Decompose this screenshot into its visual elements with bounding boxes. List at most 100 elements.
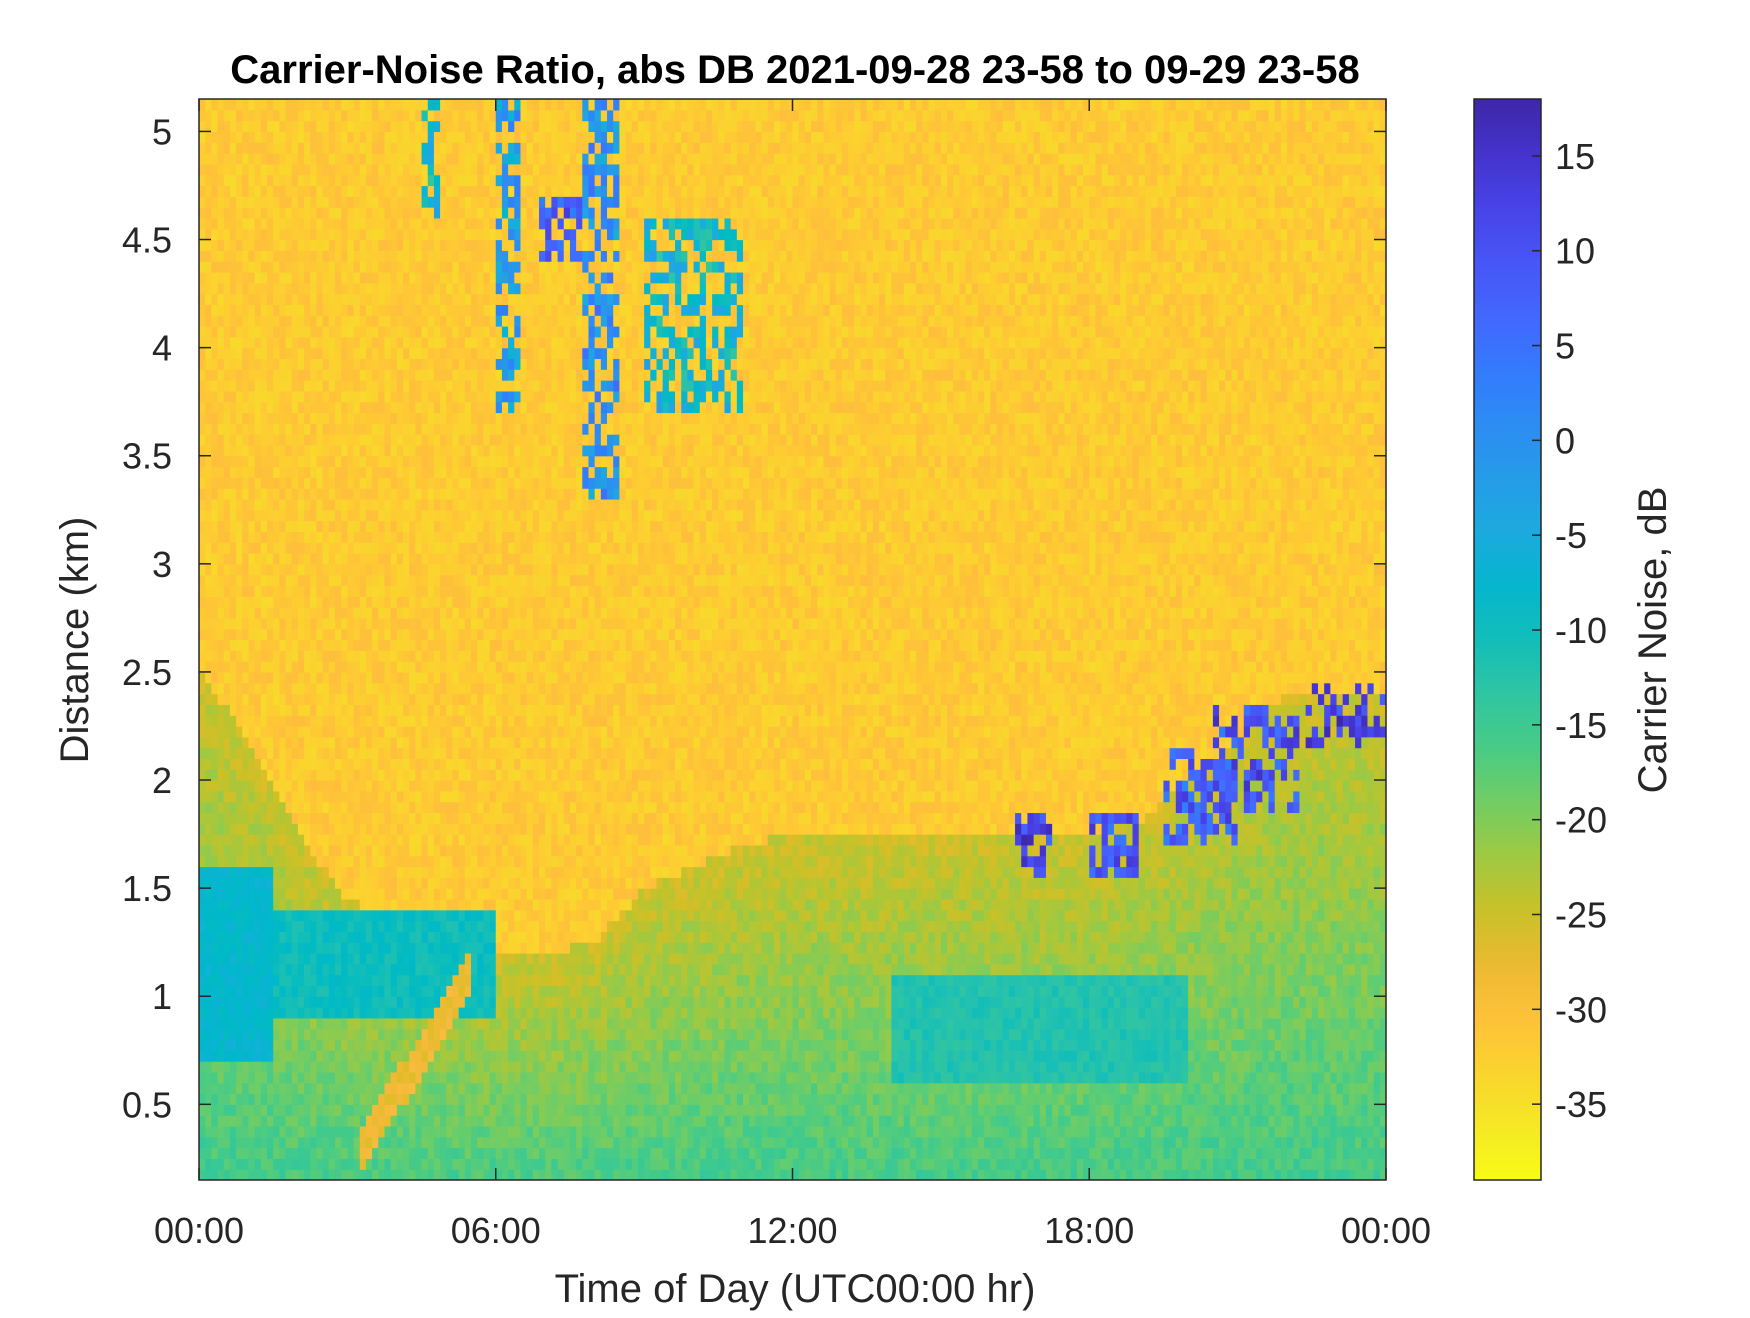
heatmap-cell (218, 704, 225, 715)
heatmap-cell (292, 283, 299, 294)
heatmap-cell (384, 953, 391, 964)
heatmap-cell (242, 1050, 249, 1061)
heatmap-cell (465, 758, 472, 769)
heatmap-cell (298, 1126, 305, 1137)
heatmap-cell (279, 337, 286, 348)
heatmap-cell (391, 910, 398, 921)
heatmap-cell (397, 694, 404, 705)
heatmap-cell (372, 1061, 379, 1072)
heatmap-cell (310, 369, 317, 380)
heatmap-cell (465, 131, 472, 142)
heatmap-cell (490, 985, 497, 996)
heatmap-cell (335, 110, 342, 121)
heatmap-cell (496, 823, 503, 834)
heatmap-cell (304, 607, 311, 618)
heatmap-cell (261, 229, 268, 240)
heatmap-cell (471, 985, 478, 996)
heatmap-cell (483, 542, 490, 553)
heatmap-cell (403, 218, 410, 229)
heatmap-cell (384, 845, 391, 856)
heatmap-cell (341, 391, 348, 402)
heatmap-cell (329, 1050, 336, 1061)
heatmap-cell (440, 1050, 447, 1061)
heatmap-cell (273, 207, 280, 218)
heatmap-cell (440, 553, 447, 564)
heatmap-cell (366, 164, 373, 175)
heatmap-cell (440, 1007, 447, 1018)
heatmap-cell (496, 575, 503, 586)
heatmap-cell (477, 629, 484, 640)
heatmap-cell (205, 477, 212, 488)
heatmap-cell (354, 618, 361, 629)
heatmap-cell (292, 823, 299, 834)
heatmap-cell (440, 812, 447, 823)
heatmap-cell (391, 726, 398, 737)
heatmap-cell (366, 185, 373, 196)
heatmap-cell (255, 910, 262, 921)
heatmap-cell (199, 640, 206, 651)
heatmap-cell (378, 694, 385, 705)
heatmap-cell (329, 1104, 336, 1115)
heatmap-cell (205, 769, 212, 780)
heatmap-cell (205, 380, 212, 391)
heatmap-cell (242, 261, 249, 272)
heatmap-cell (378, 542, 385, 553)
heatmap-cell (347, 380, 354, 391)
heatmap-cell (341, 153, 348, 164)
heatmap-cell (292, 629, 299, 640)
heatmap-cell (199, 1148, 206, 1159)
heatmap-cell (415, 585, 422, 596)
heatmap-cell (434, 694, 441, 705)
heatmap-cell (304, 229, 311, 240)
heatmap-cell (304, 737, 311, 748)
heatmap-cell (261, 315, 268, 326)
heatmap-cell (446, 899, 453, 910)
heatmap-cell (347, 715, 354, 726)
heatmap-cell (471, 942, 478, 953)
heatmap-cell (496, 1126, 503, 1137)
heatmap-cell (354, 845, 361, 856)
heatmap-cell (211, 996, 218, 1007)
heatmap-cell (477, 834, 484, 845)
heatmap-cell (292, 1158, 299, 1169)
heatmap-cell (397, 1072, 404, 1083)
heatmap-cell (316, 196, 323, 207)
heatmap-cell (329, 899, 336, 910)
heatmap-cell (378, 1018, 385, 1029)
heatmap-cell (261, 1029, 268, 1040)
heatmap-cell (477, 856, 484, 867)
heatmap-cell (422, 877, 429, 888)
heatmap-cell (242, 142, 249, 153)
heatmap-cell (391, 650, 398, 661)
heatmap-cell (211, 1007, 218, 1018)
heatmap-cell (409, 640, 416, 651)
heatmap-cell (422, 477, 429, 488)
heatmap-cell (409, 240, 416, 251)
heatmap-cell (298, 964, 305, 975)
heatmap-cell (310, 423, 317, 434)
heatmap-cell (335, 488, 342, 499)
heatmap-cell (384, 694, 391, 705)
heatmap-cell (347, 499, 354, 510)
heatmap-cell (261, 618, 268, 629)
heatmap-cell (236, 607, 243, 618)
heatmap-cell (397, 856, 404, 867)
heatmap-cell (428, 402, 435, 413)
heatmap-cell (483, 899, 490, 910)
heatmap-cell (230, 737, 237, 748)
heatmap-cell (477, 953, 484, 964)
heatmap-cell (248, 1083, 255, 1094)
heatmap-cell (211, 164, 218, 175)
heatmap-cell (360, 910, 367, 921)
heatmap-cell (279, 661, 286, 672)
heatmap-cell (279, 1158, 286, 1169)
heatmap-cell (329, 780, 336, 791)
heatmap-cell (422, 229, 429, 240)
heatmap-cell (440, 467, 447, 478)
heatmap-cell (211, 618, 218, 629)
heatmap-cell (397, 629, 404, 640)
heatmap-cell (446, 240, 453, 251)
heatmap-cell (211, 477, 218, 488)
heatmap-cell (465, 358, 472, 369)
heatmap-cell (378, 99, 385, 110)
